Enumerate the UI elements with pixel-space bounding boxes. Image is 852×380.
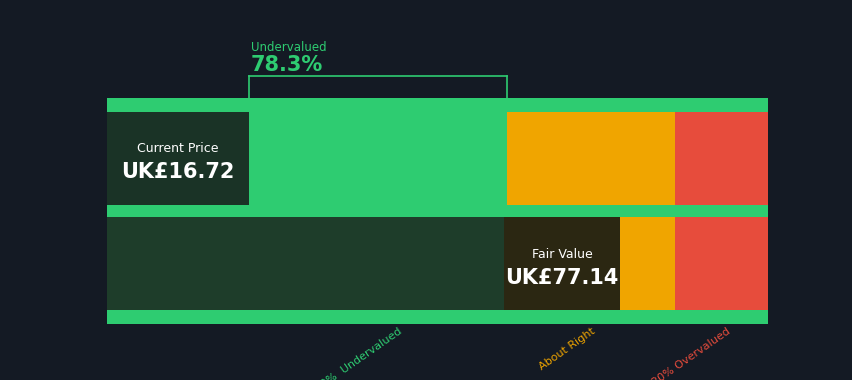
Bar — [506, 217, 675, 310]
Text: Fair Value: Fair Value — [531, 248, 592, 261]
Bar — [106, 217, 506, 310]
Bar — [106, 98, 767, 112]
Bar — [106, 112, 506, 205]
Bar — [504, 217, 619, 310]
Text: 78.3%: 78.3% — [250, 55, 323, 75]
Bar — [106, 310, 767, 324]
Bar — [675, 217, 767, 310]
Text: 20% Overvalued: 20% Overvalued — [649, 326, 731, 380]
Bar — [506, 112, 675, 205]
Text: UK£77.14: UK£77.14 — [505, 268, 618, 288]
Bar — [675, 112, 767, 205]
Text: UK£16.72: UK£16.72 — [121, 162, 234, 182]
Bar — [106, 112, 249, 205]
Text: Undervalued: Undervalued — [250, 41, 326, 54]
Bar — [106, 205, 767, 217]
Text: Current Price: Current Price — [137, 142, 218, 155]
Text: 20%  Undervalued: 20% Undervalued — [314, 326, 404, 380]
Text: About Right: About Right — [536, 326, 596, 372]
